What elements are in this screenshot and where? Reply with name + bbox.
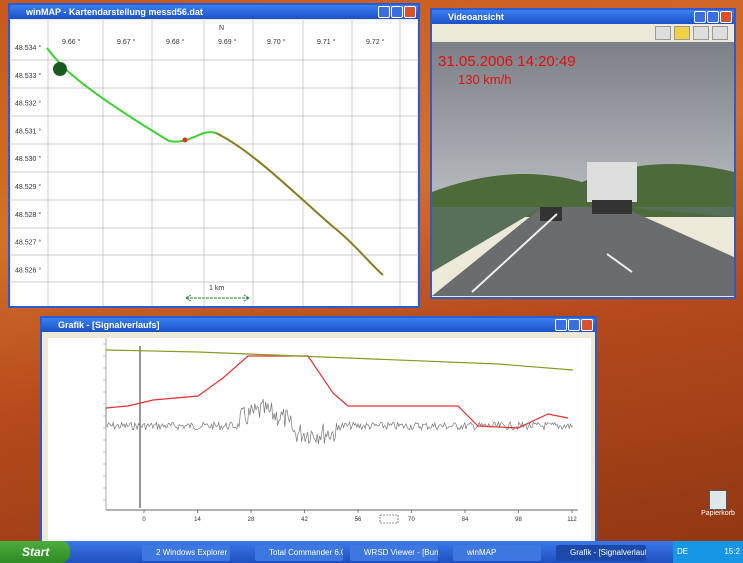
- x-label: 9.69 °: [218, 38, 237, 46]
- icon-label: Papierkorb: [701, 510, 735, 517]
- x-label: 28: [248, 517, 255, 523]
- task-button[interactable]: Grafik - [Signalverlaufs]: [556, 545, 646, 561]
- x-label: 9.71 °: [317, 38, 336, 46]
- close[interactable]: [404, 6, 416, 18]
- system-tray: DE 15:2: [673, 541, 743, 563]
- x-label: 9.66 °: [62, 38, 81, 46]
- maximize[interactable]: [568, 319, 580, 331]
- task-button[interactable]: 2 Windows Explorer: [142, 545, 230, 561]
- position-marker: [53, 62, 67, 76]
- x-label: 70: [408, 517, 415, 523]
- x-label: 9.67 °: [117, 38, 136, 46]
- graph-window: Grafik - [Signalverlaufs] 0 14 28 42 56 70 84 9…: [40, 316, 597, 545]
- minimize[interactable]: [555, 319, 567, 331]
- toolbar: [432, 24, 734, 42]
- window-title: winMAP - Kartendarstellung messd56.dat: [26, 7, 203, 17]
- task-button[interactable]: winMAP: [453, 545, 541, 561]
- close[interactable]: [720, 11, 732, 23]
- y-label: 48.532 °: [15, 100, 41, 108]
- language[interactable]: DE: [677, 547, 689, 556]
- x-label: 9.70 °: [267, 38, 286, 46]
- forward[interactable]: [712, 26, 728, 40]
- title-bar: Grafik - [Signalverlaufs]: [42, 318, 595, 332]
- rewind[interactable]: [655, 26, 671, 40]
- route-remaining: [215, 132, 384, 276]
- scale-label: 1 km: [209, 285, 224, 292]
- y-label: 48.526 °: [15, 266, 41, 274]
- maximize[interactable]: [707, 11, 719, 23]
- y-label: 48.527 °: [15, 239, 41, 247]
- scale-bar: [185, 294, 250, 302]
- window-title: Grafik - [Signalverlaufs]: [58, 320, 160, 330]
- map-window: winMAP - Kartendarstellung messd56.dat N…: [8, 3, 420, 308]
- maximize[interactable]: [391, 6, 403, 18]
- x-label: 56: [355, 517, 362, 523]
- task-button[interactable]: Total Commander 6.0...: [255, 545, 343, 561]
- x-label: 9.68 °: [166, 38, 185, 46]
- close[interactable]: [581, 319, 593, 331]
- minimize[interactable]: [694, 11, 706, 23]
- pause[interactable]: [674, 26, 690, 40]
- title-bar: winMAP - Kartendarstellung messd56.dat: [10, 5, 418, 19]
- y-label: 48.534 °: [15, 44, 41, 52]
- minimize[interactable]: [378, 6, 390, 18]
- route-driven: [46, 47, 217, 143]
- clock: 15:2: [724, 547, 740, 556]
- video-frame: 31.05.2006 14:20:49 130 km/h: [432, 42, 734, 296]
- north-label: N: [219, 25, 224, 32]
- zoom-box: [379, 514, 399, 524]
- recycle-bin-icon[interactable]: Papierkorb: [700, 490, 736, 517]
- x-label: 112: [567, 517, 577, 523]
- video-timestamp: 31.05.2006 14:20:49: [438, 53, 576, 70]
- task-button[interactable]: WRSD Viewer - [Bund...: [350, 545, 438, 561]
- stop[interactable]: [693, 26, 709, 40]
- video-window: Videoansicht 31.05.2006 14:20:49 130 km/…: [430, 8, 736, 299]
- signal-olive: [105, 349, 574, 371]
- y-label: 48.530 °: [15, 155, 41, 163]
- title-bar: Videoansicht: [432, 10, 734, 24]
- y-label: 48.533 °: [15, 72, 41, 80]
- y-label: 48.529 °: [15, 183, 41, 191]
- x-label: 98: [515, 517, 522, 523]
- x-label: 9.72 °: [366, 38, 385, 46]
- y-label: 48.531 °: [15, 127, 41, 135]
- map-canvas: N 1 km 9.66 ° 9.67 ° 9.68 ° 9.69 ° 9.70 ° 9.7…: [11, 20, 417, 306]
- current-point: [182, 137, 188, 143]
- video-speed: 130 km/h: [458, 72, 511, 87]
- y-label: 48.528 °: [15, 211, 41, 219]
- x-label: 42: [301, 517, 308, 523]
- window-title: Videoansicht: [448, 12, 504, 22]
- signal-gray: [105, 398, 574, 445]
- signal-red: [105, 355, 569, 429]
- graph-canvas: 0 14 28 42 56 70 84 98 112: [48, 338, 591, 542]
- x-label: 0: [142, 517, 146, 523]
- x-label: 14: [194, 517, 201, 523]
- start-button[interactable]: Start: [0, 541, 70, 563]
- x-label: 84: [462, 517, 469, 523]
